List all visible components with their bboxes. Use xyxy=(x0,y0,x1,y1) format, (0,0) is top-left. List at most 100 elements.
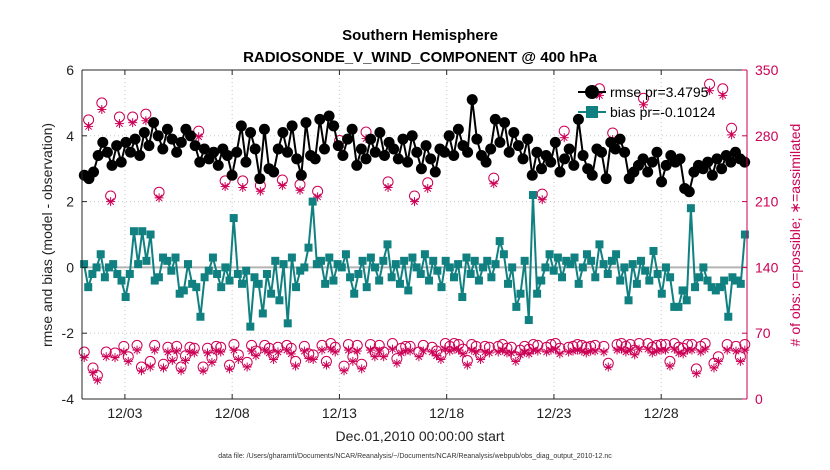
obs-assimilated-point xyxy=(740,345,750,355)
obs-assimilated-point xyxy=(233,355,243,365)
obs-assimilated-stroke xyxy=(208,358,216,366)
bias-point xyxy=(404,286,413,295)
bias-point xyxy=(379,256,388,265)
bias-point xyxy=(570,253,579,262)
bias-point xyxy=(150,276,159,285)
obs-assimilated-point xyxy=(590,346,600,356)
bias-point xyxy=(566,260,575,269)
obs-assimilated-stroke xyxy=(516,351,524,359)
bias-point xyxy=(632,279,641,288)
obs-assimilated-point xyxy=(387,344,397,354)
rmse-point xyxy=(111,140,123,152)
obs-assimilated-stroke xyxy=(410,198,419,206)
bias-point xyxy=(159,253,168,262)
obs-assimilated-point xyxy=(136,366,146,376)
bias-point xyxy=(229,214,238,223)
obs-assimilated-point xyxy=(414,352,424,362)
rmse-point xyxy=(637,153,649,165)
obs-assimilated-stroke xyxy=(481,348,489,356)
y2-tick-label: 210 xyxy=(755,194,779,210)
obs-assimilated-stroke xyxy=(512,357,520,365)
obs-assimilated-point xyxy=(731,346,741,356)
chart-subtitle: RADIOSONDE_V_WIND_COMPONENT @ 400 hPa xyxy=(243,49,598,66)
obs-assimilated-stroke xyxy=(85,122,93,130)
obs-assimilated-stroke xyxy=(212,347,220,355)
rmse-point xyxy=(328,120,340,132)
obs-assimilated-stroke xyxy=(331,348,339,356)
obs-assimilated-point xyxy=(189,348,199,358)
obs-assimilated-stroke xyxy=(578,347,586,355)
obs-assimilated-stroke xyxy=(388,345,396,353)
obs-assimilated-point xyxy=(92,375,102,385)
bias-point xyxy=(200,273,209,282)
rmse-point xyxy=(134,150,146,162)
obs-assimilated-point xyxy=(471,347,481,357)
obs-assimilated-stroke xyxy=(115,120,123,128)
bias-point xyxy=(591,273,600,282)
bias-point xyxy=(449,273,458,282)
bias-point xyxy=(312,260,321,269)
obs-assimilated-stroke xyxy=(89,369,97,377)
rmse-point xyxy=(642,166,654,178)
bias-point xyxy=(445,263,454,272)
obs-assimilated-point xyxy=(630,350,640,360)
bias-point xyxy=(142,256,151,265)
bias-point xyxy=(732,276,741,285)
obs-assimilated-point xyxy=(727,130,737,140)
obs-assimilated-stroke xyxy=(204,349,212,357)
obs-assimilated-stroke xyxy=(666,362,674,370)
bias-point xyxy=(466,269,475,278)
bias-point xyxy=(400,256,409,265)
bias-point xyxy=(458,293,467,302)
obs-assimilated-stroke xyxy=(728,131,736,139)
bias-point xyxy=(512,302,521,311)
x-tick-label: 12/18 xyxy=(429,405,464,421)
rmse-point xyxy=(452,123,464,135)
rmse-point xyxy=(429,166,441,178)
obs-assimilated-stroke xyxy=(102,353,110,361)
bias-point xyxy=(296,266,305,275)
obs-assimilated-stroke xyxy=(129,119,137,127)
obs-assimilated-point xyxy=(410,197,419,207)
bias-point xyxy=(287,253,296,262)
obs-assimilated-stroke xyxy=(199,367,207,375)
obs-assimilated-stroke xyxy=(230,346,238,354)
obs-assimilated-point xyxy=(405,346,415,356)
bias-point xyxy=(599,260,608,269)
obs-assimilated-point xyxy=(97,104,107,114)
bias-point xyxy=(337,263,346,272)
rmse-point xyxy=(342,133,354,145)
rmse-point xyxy=(706,169,718,181)
bias-point xyxy=(80,260,89,269)
bias-point xyxy=(624,296,633,305)
rmse-point xyxy=(600,173,612,185)
bias-point xyxy=(553,253,562,262)
bias-point xyxy=(433,266,442,275)
axes: 12/03 12/08 12/13 12/18 12/23 12/28 -4 -2 0 2 4 6 0 7… xyxy=(62,62,779,421)
bias-point xyxy=(678,286,687,295)
obs-assimilated-point xyxy=(128,118,138,128)
rmse-point xyxy=(189,140,201,152)
bias-point xyxy=(366,253,375,262)
obs-assimilated-point xyxy=(106,197,116,207)
bias-point xyxy=(354,269,363,278)
y-tick-label: -4 xyxy=(62,391,75,407)
obs-assimilated-stroke xyxy=(181,356,189,364)
obs-assimilated-stroke xyxy=(419,347,427,355)
bias-point xyxy=(154,273,163,282)
bias-point xyxy=(275,296,284,305)
rmse-point xyxy=(739,156,751,168)
obs-assimilated-point xyxy=(251,351,261,361)
obs-assimilated-point xyxy=(101,352,111,362)
bias-point xyxy=(129,227,138,236)
obs-assimilated-point xyxy=(392,358,402,368)
bias-point xyxy=(183,260,192,269)
x-tick-label: 12/03 xyxy=(107,405,142,421)
bias-point xyxy=(358,256,367,265)
obs-assimilated-stroke xyxy=(565,348,573,356)
rmse-point xyxy=(614,133,626,145)
obs-assimilated-stroke xyxy=(424,184,432,192)
obs-assimilated-stroke xyxy=(371,353,379,361)
rmse-point xyxy=(129,133,141,145)
rmse-point xyxy=(240,156,252,168)
